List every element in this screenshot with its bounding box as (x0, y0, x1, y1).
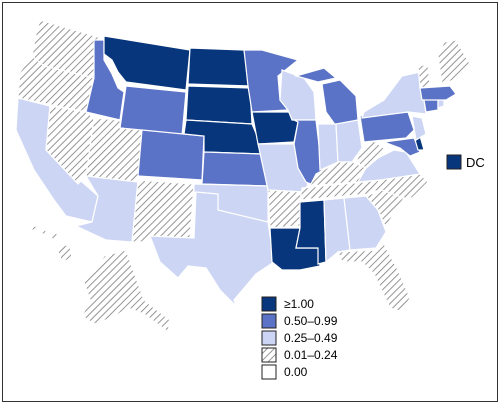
dc-swatch (446, 154, 462, 170)
state-maine (437, 39, 471, 85)
legend-label: 0.25–0.49 (284, 331, 338, 345)
legend: ≥1.00 0.50–0.99 0.25–0.49 0.01–0.24 0.00 (261, 296, 338, 380)
state-new-york (361, 71, 427, 119)
legend-swatch (261, 296, 277, 312)
legend-label: 0.50–0.99 (284, 314, 338, 328)
state-new-jersey (411, 115, 427, 141)
state-arkansas (267, 189, 303, 229)
dc-label: DC (466, 155, 485, 170)
state-ohio (335, 119, 363, 163)
legend-swatch (261, 313, 277, 329)
state-massachusetts (419, 85, 457, 101)
legend-swatch (261, 330, 277, 346)
legend-label: 0.00 (284, 365, 308, 379)
state-alaska (81, 249, 171, 334)
legend-swatch (261, 347, 277, 363)
state-maryland (383, 137, 421, 157)
legend-label: 0.01–0.24 (284, 348, 338, 362)
state-colorado (137, 129, 205, 181)
state-montana (103, 35, 191, 91)
state-north-dakota (187, 47, 251, 87)
state-alabama (323, 197, 351, 264)
legend-swatch (261, 364, 277, 380)
state-florida (337, 243, 411, 313)
state-kansas (201, 151, 269, 187)
state-new-mexico (131, 179, 195, 243)
state-south-dakota (185, 85, 253, 125)
state-hawaii (29, 225, 73, 263)
state-texas (149, 191, 275, 307)
legend-label: ≥1.00 (284, 297, 314, 311)
